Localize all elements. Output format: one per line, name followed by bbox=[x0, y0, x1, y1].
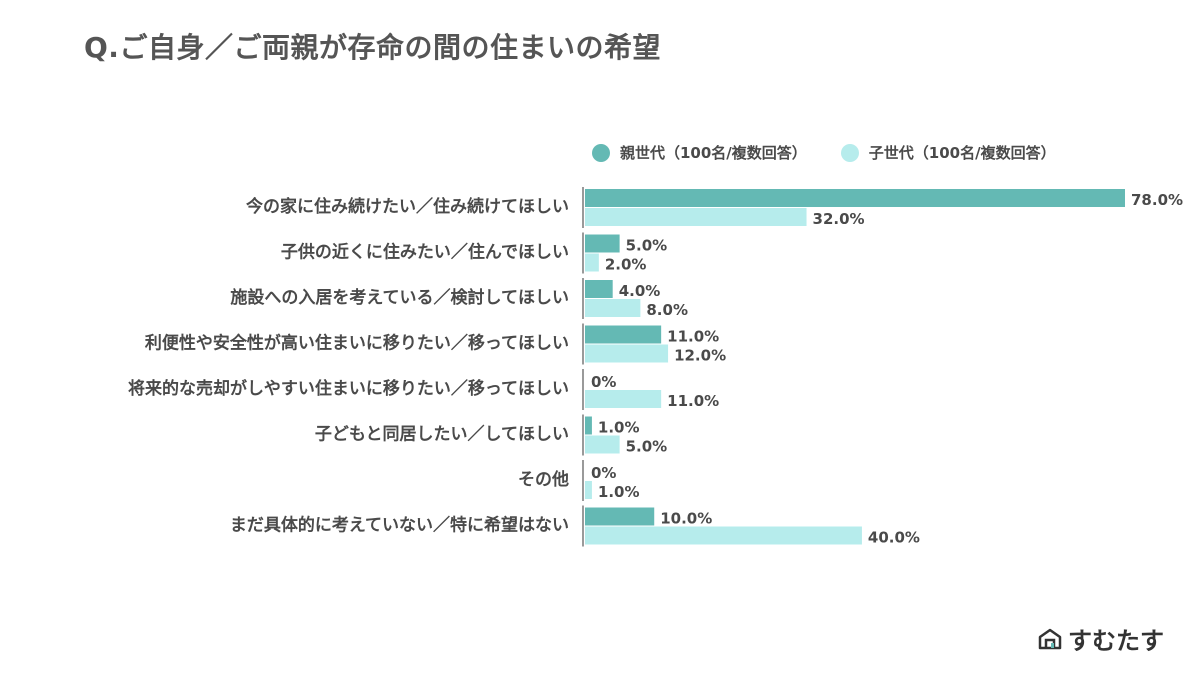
legend: 親世代（100名/複数回答） 子世代（100名/複数回答） bbox=[592, 142, 1056, 163]
bar-child bbox=[585, 390, 662, 408]
legend-marker-parent bbox=[592, 143, 610, 162]
value-label-parent: 0% bbox=[591, 373, 616, 391]
value-label-parent: 78.0% bbox=[1131, 191, 1183, 209]
category-label: 子どもと同居したい／してほしい bbox=[315, 424, 569, 445]
category-label: その他 bbox=[518, 469, 569, 490]
category-label: まだ具体的に考えていない／特に希望はない bbox=[230, 515, 569, 536]
category-label: 施設への入居を考えている／検討してほしい bbox=[230, 287, 569, 308]
value-label-parent: 0% bbox=[591, 464, 616, 482]
category-label: 利便性や安全性が高い住まいに移りたい／移ってほしい bbox=[145, 333, 569, 354]
legend-label-parent: 親世代（100名/複数回答） bbox=[620, 144, 807, 162]
category-label: 今の家に住み続けたい／住み続けてほしい bbox=[246, 196, 569, 217]
bar-parent bbox=[585, 280, 613, 298]
value-label-child: 5.0% bbox=[626, 438, 668, 456]
bar-child bbox=[585, 526, 862, 545]
value-label-child: 12.0% bbox=[674, 347, 726, 365]
bar-parent bbox=[585, 234, 620, 253]
category-label: 将来的な売却がしやすい住まいに移りたい／移ってほしい bbox=[128, 378, 569, 399]
value-label-parent: 5.0% bbox=[626, 237, 668, 255]
bar-child bbox=[585, 208, 807, 226]
value-label-parent: 10.0% bbox=[660, 510, 712, 528]
bar-parent bbox=[585, 325, 662, 344]
value-label-parent: 1.0% bbox=[598, 419, 640, 437]
value-label-parent: 11.0% bbox=[667, 328, 719, 346]
bar-parent bbox=[585, 507, 655, 526]
brand-logo: すむたす bbox=[1038, 621, 1164, 656]
bar-child bbox=[585, 481, 592, 499]
bar-child bbox=[585, 344, 669, 363]
value-label-child: 2.0% bbox=[605, 256, 647, 274]
brand-name: すむたす bbox=[1068, 627, 1164, 655]
legend-marker-child bbox=[840, 143, 859, 162]
bar-child bbox=[585, 435, 620, 454]
house-logo-icon bbox=[1038, 628, 1062, 649]
bar-child bbox=[585, 299, 641, 317]
bar-parent bbox=[585, 189, 1125, 207]
value-label-child: 40.0% bbox=[868, 529, 920, 547]
bar-parent bbox=[585, 416, 592, 435]
bar-child bbox=[585, 253, 599, 272]
value-label-parent: 4.0% bbox=[619, 282, 661, 300]
value-label-child: 8.0% bbox=[646, 301, 688, 319]
category-label: 子供の近くに住みたい／住んでほしい bbox=[281, 242, 569, 263]
legend-item-child: 子世代（100名/複数回答） bbox=[840, 142, 1056, 163]
value-label-child: 11.0% bbox=[667, 392, 719, 410]
value-label-child: 32.0% bbox=[813, 210, 865, 228]
value-label-child: 1.0% bbox=[598, 483, 640, 501]
legend-item-parent: 親世代（100名/複数回答） bbox=[592, 142, 807, 163]
legend-label-child: 子世代（100名/複数回答） bbox=[868, 144, 1056, 162]
chart-title: Q.ご自身／ご両親が存命の間の住まいの希望 bbox=[84, 31, 661, 64]
